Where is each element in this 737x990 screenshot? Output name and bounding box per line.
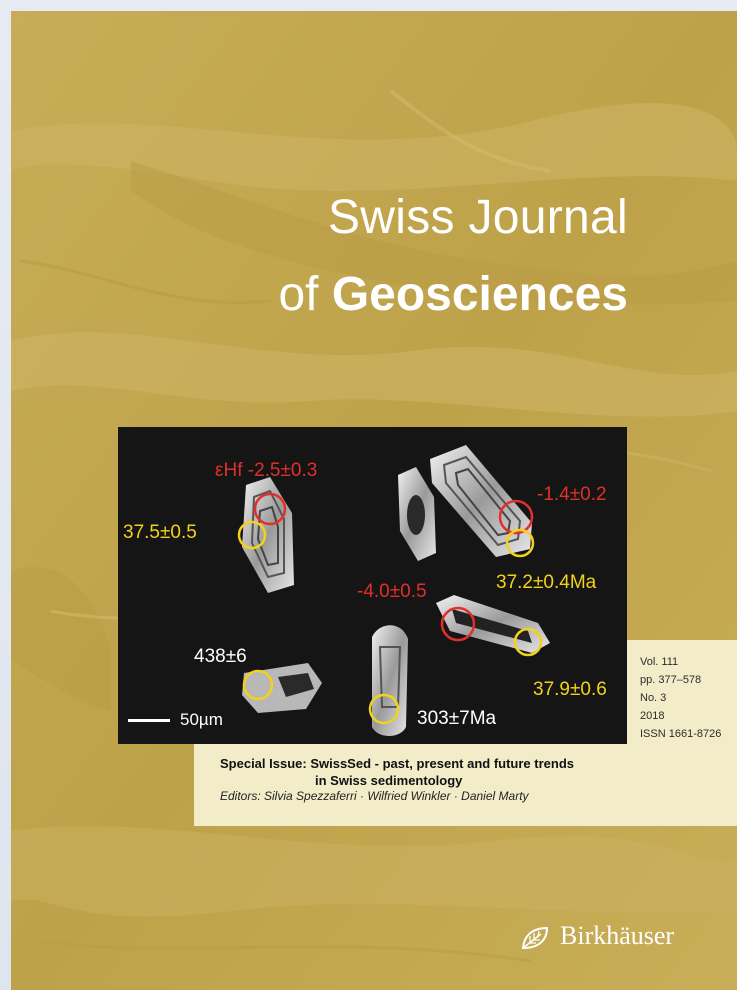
zircon-crystal: [398, 467, 436, 561]
age-label-3: 438±6: [194, 646, 247, 667]
age-label-1: 37.5±0.5: [123, 522, 197, 543]
scale-bar: [128, 719, 170, 722]
ehf-label-1: εHf -2.5±0.3: [215, 460, 318, 481]
analysis-spot-yellow: [237, 520, 267, 550]
analysis-spot-red: [253, 492, 287, 526]
pages-text: pp. 377–578: [640, 674, 702, 686]
journal-title-line2: of Geosciences: [11, 271, 628, 319]
issue-info-panel: [627, 640, 737, 748]
ehf-label-3: -4.0±0.5: [357, 581, 427, 602]
journal-title-prefix: of: [278, 268, 332, 321]
ehf-label-2: -1.4±0.2: [537, 484, 607, 505]
zircon-crystal: [242, 663, 322, 713]
publisher-name: Birkhäuser: [560, 921, 675, 950]
analysis-spot-red: [440, 606, 476, 642]
editors-text: Editors: Silvia Spezzaferri · Wilfried W…: [220, 789, 529, 803]
zircon-crystal: [372, 625, 408, 736]
age-label-4: 37.9±0.6: [533, 679, 607, 700]
leaf-logo-icon: [521, 926, 549, 950]
journal-title-line1: Swiss Journal: [327, 191, 628, 244]
year-text: 2018: [640, 710, 665, 722]
special-issue-title-line2: in Swiss sedimentology: [315, 773, 463, 788]
volume-text: Vol. 111: [640, 656, 679, 668]
journal-title-bold: Geosciences: [331, 268, 628, 321]
analysis-spot-yellow: [513, 627, 543, 657]
analysis-spot-yellow: [242, 669, 274, 701]
zircon-crystals: [237, 445, 550, 736]
zircon-crystal: [436, 595, 550, 653]
zircon-micrograph: εHf -2.5±0.3 -1.4±0.2 37.5±0.5 37.2±0.4M…: [118, 427, 627, 744]
age-label-2: 37.2±0.4Ma: [496, 572, 597, 593]
analysis-spot-red: [498, 499, 534, 535]
special-issue-title: Special Issue: SwissSed - past, present …: [220, 756, 574, 771]
issn-text: ISSN 1661-8726: [640, 728, 722, 740]
number-text: No. 3: [640, 692, 667, 704]
scale-label: 50µm: [180, 710, 223, 729]
age-label-5: 303±7Ma: [417, 708, 497, 729]
journal-cover: Swiss Journal of Geosciences: [11, 11, 737, 990]
special-issue-box: [194, 744, 737, 826]
analysis-spot-yellow: [505, 528, 535, 558]
analysis-spot-yellow: [368, 693, 400, 725]
